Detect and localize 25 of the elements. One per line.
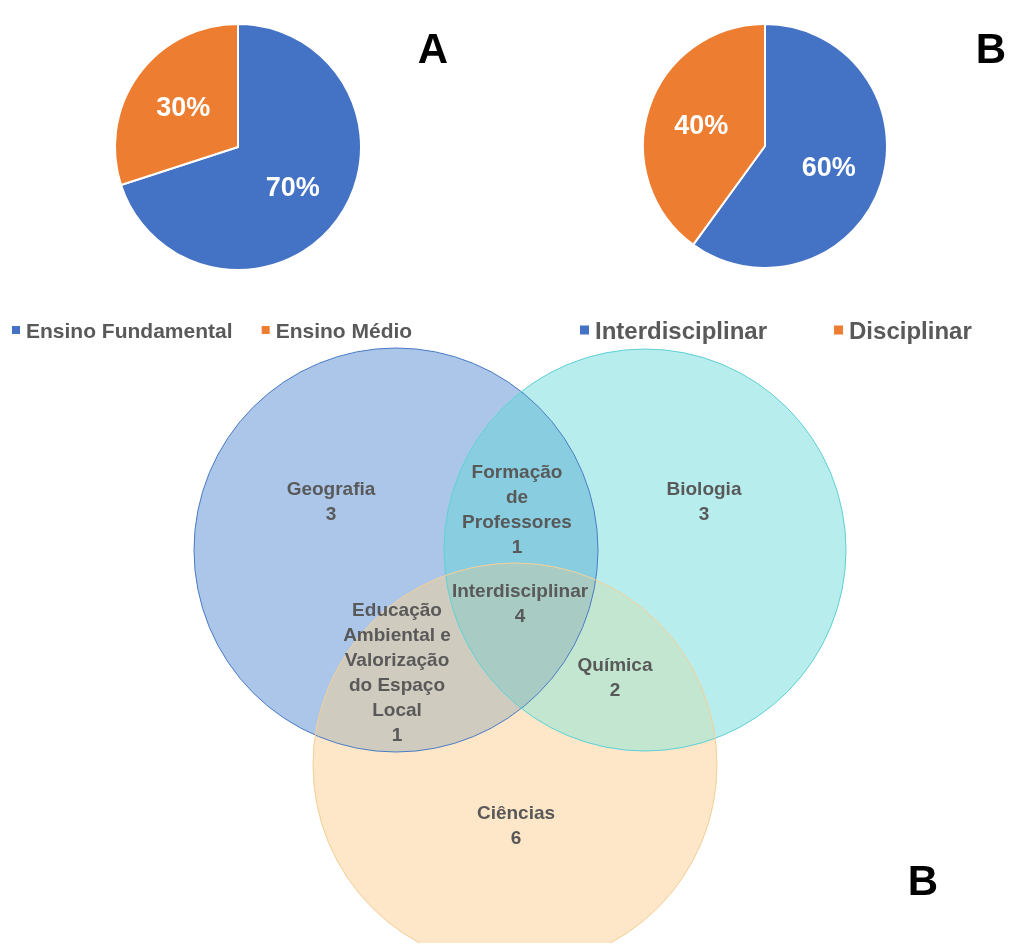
category-label: Geografia (286, 478, 376, 499)
data-label: 4 (514, 605, 526, 626)
data-label: 2 (609, 679, 621, 700)
data-label: 1 (391, 724, 403, 745)
data-label: 60% (801, 151, 856, 182)
data-label: 1 (511, 536, 523, 557)
category-label: Educação Ambiental e Valorização do Espaço Local (343, 599, 451, 720)
data-label: 70% (265, 171, 320, 202)
category-label: Formação de Professores (462, 461, 572, 532)
category-label: Interdisciplinar (451, 580, 589, 601)
category-label: Química (577, 654, 653, 675)
data-label: 40% (674, 110, 729, 141)
legend-label: Interdisciplinar (595, 316, 768, 344)
data-label: 3 (698, 503, 710, 524)
data-label: 6 (510, 827, 522, 848)
category-label: Ciências (476, 802, 556, 823)
data-label: 30% (156, 92, 211, 123)
data-label: 3 (325, 503, 337, 524)
chart-title: B (975, 25, 1006, 72)
text: B (907, 857, 938, 904)
category-label: Biologia (666, 478, 742, 499)
legend-label: Disciplinar (849, 316, 972, 344)
legend-label: Ensino Médio (275, 318, 413, 342)
legend-label: Ensino Fundamental (26, 318, 233, 342)
chart-title: A (417, 25, 448, 72)
